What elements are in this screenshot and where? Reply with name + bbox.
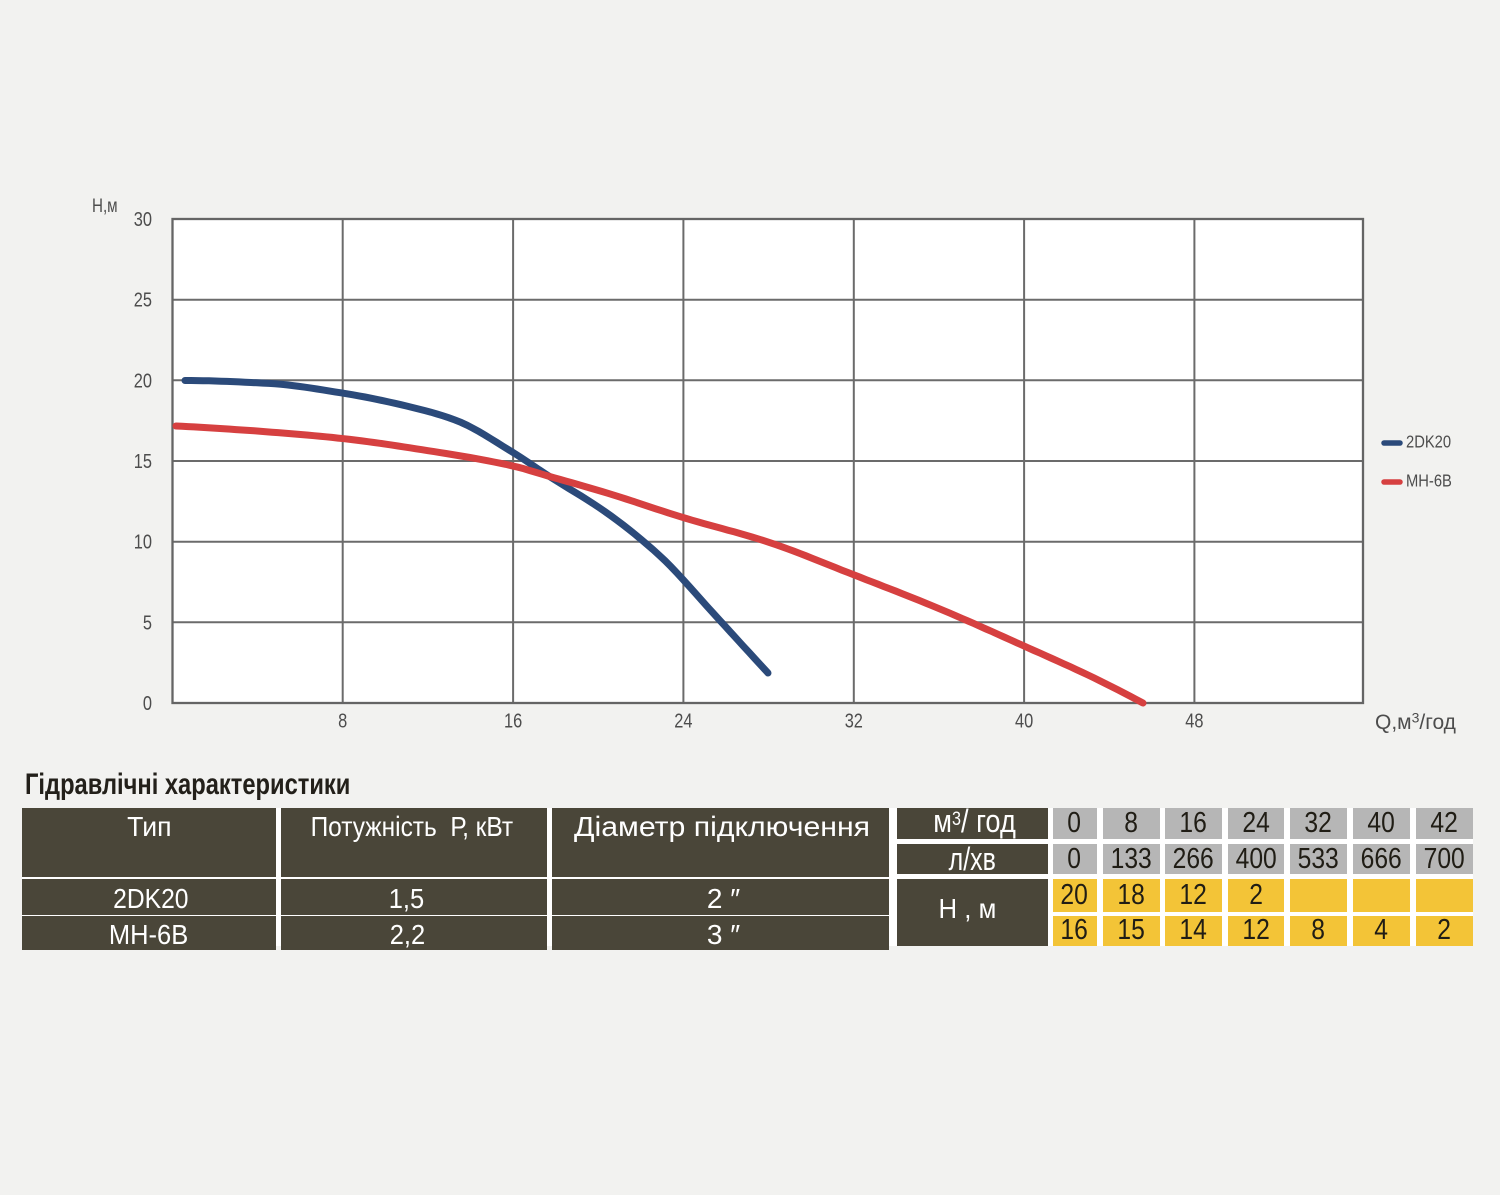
svg-text:32: 32 xyxy=(845,709,863,732)
svg-text:48: 48 xyxy=(1185,709,1203,732)
svg-text:10: 10 xyxy=(134,530,152,553)
svg-text:40: 40 xyxy=(1015,709,1033,732)
svg-text:Q,м3/год: Q,м3/год xyxy=(1375,710,1456,735)
svg-text:25: 25 xyxy=(134,288,152,311)
svg-text:МН-6В: МН-6В xyxy=(1406,471,1452,491)
svg-text:0: 0 xyxy=(143,691,152,714)
svg-text:30: 30 xyxy=(134,207,152,230)
svg-text:2DK20: 2DK20 xyxy=(1406,432,1451,452)
svg-text:16: 16 xyxy=(504,709,522,732)
svg-text:20: 20 xyxy=(134,369,152,392)
svg-text:5: 5 xyxy=(143,611,152,634)
svg-text:15: 15 xyxy=(134,449,152,472)
svg-text:24: 24 xyxy=(674,709,692,732)
svg-text:Н,м: Н,м xyxy=(92,194,118,216)
svg-text:8: 8 xyxy=(338,709,347,732)
